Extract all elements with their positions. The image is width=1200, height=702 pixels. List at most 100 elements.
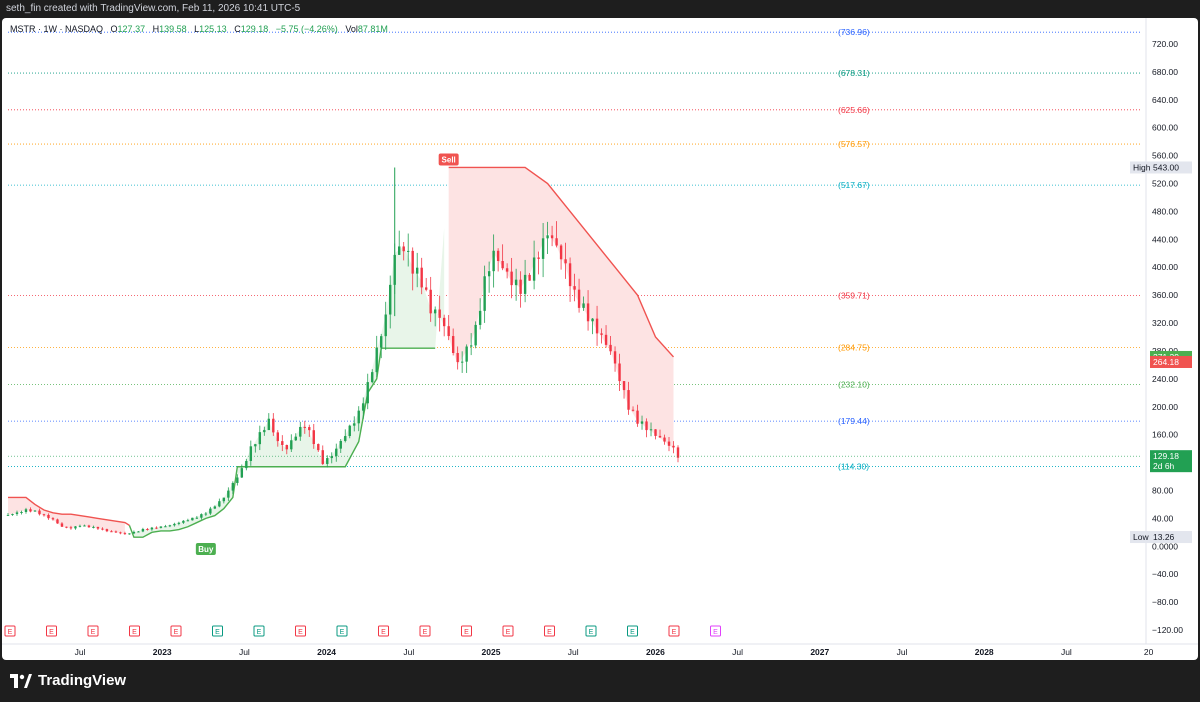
price-badge-bg bbox=[1150, 450, 1192, 473]
footer-bar: TradingView bbox=[0, 660, 1200, 702]
price-badge-value: 13.26 bbox=[1153, 532, 1175, 542]
candle-body bbox=[303, 426, 306, 428]
candle-body bbox=[321, 450, 324, 464]
candle-body bbox=[200, 514, 203, 518]
candle-body bbox=[87, 525, 91, 528]
earnings-marker-label: E bbox=[630, 629, 635, 636]
y-tick-label: 80.00 bbox=[1152, 485, 1174, 495]
candle-body bbox=[11, 514, 14, 516]
price-chart[interactable]: 720.00 680.00 640.00 600.00 560.00 520.00 480.… bbox=[2, 18, 1198, 660]
candle-body bbox=[312, 430, 315, 445]
earnings-marker-label: E bbox=[340, 629, 345, 636]
candle-body bbox=[308, 427, 311, 431]
candle-body bbox=[285, 444, 288, 450]
y-tick-label: 600.00 bbox=[1152, 123, 1178, 133]
earnings-marker-label: E bbox=[49, 629, 54, 636]
candle-body bbox=[402, 246, 405, 252]
candle-body bbox=[177, 522, 181, 524]
candle-body bbox=[335, 448, 338, 457]
x-tick-label: 2027 bbox=[810, 647, 829, 657]
y-tick-label: 0.0000 bbox=[1152, 541, 1178, 551]
brand-name: TradingView bbox=[38, 672, 127, 689]
chart-area[interactable]: 720.00 680.00 640.00 600.00 560.00 520.00 480.… bbox=[2, 18, 1198, 660]
earnings-marker bbox=[585, 625, 597, 637]
fib-level-label: (625.66) bbox=[838, 105, 870, 115]
candle-body bbox=[582, 303, 585, 308]
candle-body bbox=[487, 271, 491, 277]
candle-body bbox=[532, 257, 536, 281]
price-badge-value: 129.18 bbox=[1153, 451, 1179, 461]
candle-body bbox=[514, 279, 518, 286]
x-tick-label: 2024 bbox=[317, 647, 336, 657]
x-tick-label: 2026 bbox=[646, 647, 665, 657]
y-tick-label: 720.00 bbox=[1152, 39, 1178, 49]
candle-body bbox=[609, 344, 612, 352]
candle-body bbox=[586, 303, 590, 322]
y-tick-label: 400.00 bbox=[1152, 262, 1178, 272]
x-tick-label: Jul bbox=[897, 647, 908, 657]
candle-body bbox=[38, 510, 41, 515]
candle-body bbox=[407, 250, 410, 252]
candle-body bbox=[240, 468, 244, 478]
candle-body bbox=[276, 432, 279, 442]
candle-body bbox=[519, 279, 522, 294]
candle-body bbox=[429, 289, 432, 314]
candle-body bbox=[96, 526, 100, 529]
candle-body bbox=[348, 425, 351, 437]
fib-level-label: (114.30) bbox=[838, 462, 869, 472]
price-badge-value: 264.18 bbox=[1153, 357, 1179, 367]
candle-body bbox=[110, 531, 113, 533]
price-badge-label: High bbox=[1133, 162, 1151, 172]
candle-body bbox=[326, 458, 329, 464]
y-tick-label: 680.00 bbox=[1152, 67, 1178, 77]
candle-body bbox=[510, 271, 513, 286]
candle-body bbox=[168, 525, 172, 527]
candle-body bbox=[159, 526, 163, 528]
tradingview-logo[interactable]: TradingView bbox=[10, 672, 126, 689]
candle-body bbox=[496, 250, 500, 262]
header-caption: seth_fin created with TradingView.com, F… bbox=[0, 0, 1200, 18]
candle-body bbox=[182, 520, 185, 523]
candle-body bbox=[600, 333, 603, 335]
candle-body bbox=[474, 324, 477, 346]
earnings-marker bbox=[461, 625, 472, 637]
candle-body bbox=[591, 318, 594, 322]
price-badge-bg bbox=[1150, 161, 1192, 174]
y-tick-label: 280.00 bbox=[1152, 346, 1178, 356]
candle-body bbox=[123, 533, 127, 535]
candle-body bbox=[195, 517, 199, 519]
candle-body bbox=[33, 510, 37, 512]
candle-body bbox=[645, 421, 648, 431]
fib-level-label: (284.75) bbox=[838, 343, 870, 353]
candle-body bbox=[119, 532, 122, 534]
legend-change: −5.75 (−4.26%) bbox=[275, 24, 338, 34]
candle-body bbox=[411, 250, 414, 274]
x-tick-label: 2025 bbox=[482, 647, 501, 657]
earnings-marker bbox=[129, 625, 140, 637]
earnings-marker-label: E bbox=[132, 629, 137, 636]
y-tick-label: 560.00 bbox=[1152, 151, 1178, 161]
candle-body bbox=[114, 531, 118, 533]
candle-body bbox=[353, 423, 356, 426]
candle-body bbox=[465, 346, 468, 362]
candle-body bbox=[227, 490, 230, 498]
candle-body bbox=[456, 352, 459, 363]
legend-close-label: C bbox=[234, 24, 241, 34]
candle-body bbox=[245, 460, 248, 469]
y-tick-label: 200.00 bbox=[1152, 402, 1178, 412]
fib-level-label: (359.71) bbox=[838, 290, 870, 300]
earnings-marker bbox=[668, 625, 680, 637]
candle-body bbox=[564, 259, 567, 264]
candle-body bbox=[236, 477, 239, 483]
ohlc-legend: MSTR · 1W · NASDAQ O127.37 H139.58 L125.… bbox=[10, 24, 388, 34]
candle-body bbox=[29, 509, 32, 512]
earnings-marker-label: E bbox=[713, 629, 718, 636]
candle-body bbox=[640, 421, 644, 424]
candle-body bbox=[218, 501, 221, 507]
candle-body bbox=[105, 529, 109, 532]
price-badge-label-bg bbox=[1130, 531, 1156, 544]
candle-body bbox=[213, 506, 217, 509]
candle-body bbox=[47, 514, 50, 519]
y-tick-label: 640.00 bbox=[1152, 95, 1178, 105]
